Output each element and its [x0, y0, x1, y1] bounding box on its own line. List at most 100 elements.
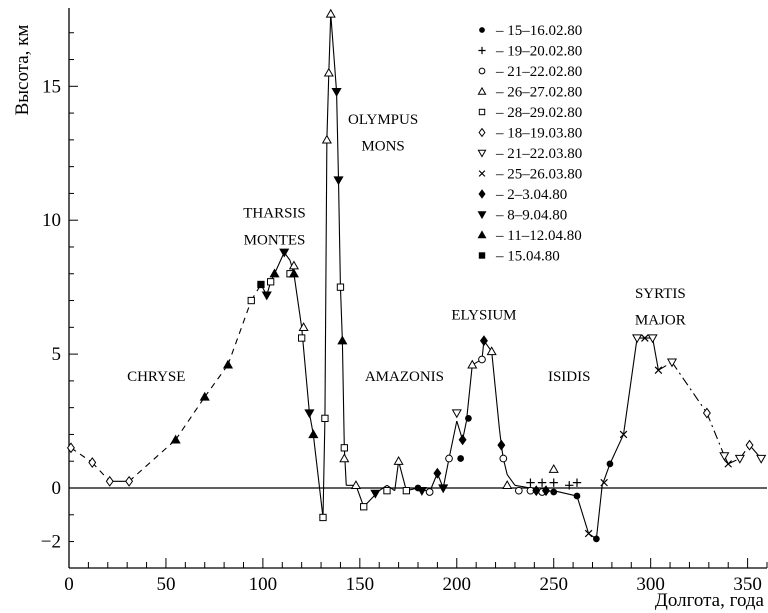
y-tick-label: −2: [41, 532, 61, 553]
marker-dot-filled: [457, 455, 465, 462]
marker-cross: [641, 334, 649, 342]
y-tick-label: 15: [42, 76, 61, 97]
marker-dot-filled: [465, 415, 472, 422]
marker-triangle-up-filled: [308, 429, 319, 439]
marker-circle-open: [499, 454, 508, 463]
legend-entry-label: – 19–20.02.80: [495, 44, 582, 60]
profile-line: [70, 13, 762, 540]
marker-triangle-up-filled: [222, 359, 234, 369]
marker-triangle-up-open: [486, 346, 497, 356]
marker-triangle-up-open: [477, 86, 487, 95]
marker-diamond-filled: [532, 485, 541, 497]
profile-segment: [553, 490, 578, 497]
legend-entry-label: – 15–16.02.80: [495, 23, 582, 39]
profile-segment: [609, 434, 625, 465]
marker-triangle-up-open: [393, 456, 404, 465]
region-label: ELYSIUM: [451, 307, 516, 323]
profile-segment: [595, 485, 603, 539]
profile-segment: [394, 461, 400, 491]
marker-diamond-filled: [541, 485, 550, 497]
data-markers: [66, 8, 767, 543]
marker-square-open: [319, 513, 327, 522]
marker-dot-filled: [606, 460, 614, 468]
marker-square-open: [340, 444, 348, 452]
marker-circle-open: [478, 355, 486, 364]
profile-segment: [274, 252, 285, 274]
marker-cross: [654, 366, 663, 374]
region-label: AMAZONIS: [365, 369, 444, 385]
marker-circle-open: [514, 486, 523, 495]
marker-triangle-down-filled: [304, 409, 315, 419]
marker-triangle-up-filled: [269, 268, 280, 278]
marker-diamond-open: [702, 407, 711, 419]
marker-triangle-up-filled: [170, 434, 181, 444]
profile-segment: [70, 447, 93, 464]
profile-segment: [442, 458, 450, 489]
marker-plus: [526, 478, 535, 487]
marker-diamond-filled: [433, 467, 442, 479]
profile-segment: [727, 458, 741, 465]
legend-entry-label: – 21–22.02.80: [495, 64, 582, 80]
marker-diamond-filled: [458, 434, 467, 446]
marker-triangle-up-open: [467, 359, 478, 369]
marker-cross: [724, 460, 733, 468]
legend-entry-label: – 18–19.03.80: [495, 126, 582, 142]
marker-triangle-down-open: [734, 454, 745, 464]
profile-segment: [328, 13, 332, 73]
marker-triangle-down-open: [451, 409, 462, 419]
marker-circle-open: [478, 67, 486, 75]
marker-square-filled: [257, 280, 265, 289]
marker-triangle-down-open: [666, 358, 678, 368]
marker-square-open: [298, 334, 306, 342]
profile-segment: [312, 434, 324, 518]
marker-diamond-open: [125, 475, 134, 487]
marker-diamond-open: [88, 457, 97, 469]
profile-segment: [337, 180, 341, 288]
profile-segment: [576, 495, 590, 534]
x-tick-label: 50: [156, 574, 175, 595]
marker-triangle-up-filled: [288, 268, 299, 278]
marker-diamond-filled: [479, 335, 488, 347]
region-label: ISIDIS: [548, 369, 591, 385]
profile-segment: [622, 337, 638, 435]
marker-triangle-up-filled: [199, 391, 210, 401]
marker-square-open: [321, 414, 329, 423]
marker-plus: [572, 478, 582, 487]
region-label: MONS: [361, 139, 404, 155]
profile-segment: [324, 139, 328, 419]
marker-triangle-down-open: [632, 334, 643, 344]
profile-segment: [398, 461, 407, 491]
marker-circle-open: [445, 454, 453, 463]
x-tick-label: 300: [636, 574, 665, 595]
marker-triangle-down-open: [477, 149, 487, 158]
marker-triangle-down-filled: [438, 484, 449, 494]
profile-segment: [671, 361, 708, 414]
y-tick-label: 10: [42, 210, 61, 231]
profile-segment: [378, 484, 388, 492]
legend-entry-label: – 25–26.03.80: [495, 167, 582, 183]
marker-triangle-up-open: [502, 480, 513, 489]
legend-entry-label: – 11–12.04.80: [495, 228, 582, 244]
profile-segment: [204, 364, 229, 398]
marker-triangle-down-open: [719, 452, 730, 462]
marker-triangle-up-open: [350, 480, 362, 489]
profile-segment: [652, 337, 659, 371]
profile-segment: [227, 300, 252, 365]
x-tick-label: 100: [249, 574, 278, 595]
marker-square-open: [247, 296, 255, 305]
region-labels: CHRYSE THARSIS MONTES OLYMPUS MONS AMAZONIS EL…: [127, 112, 686, 385]
marker-triangle-down-open: [756, 454, 767, 464]
legend-entry-label: – 8–9.04.80: [495, 208, 567, 224]
legend-entry-label: – 28–29.02.80: [495, 105, 582, 121]
marker-cross: [584, 529, 593, 538]
marker-triangle-down-filled: [333, 176, 344, 186]
profile-segment: [91, 462, 111, 482]
profile-segment: [175, 396, 206, 441]
profile-segment: [128, 439, 177, 482]
marker-triangle-up-open: [325, 8, 336, 18]
profile-segment: [706, 412, 725, 457]
region-label: SYRTIS: [635, 286, 686, 302]
marker-triangle-up-filled: [337, 335, 348, 345]
marker-triangle-down-filled: [416, 487, 427, 496]
marker-triangle-down-filled: [477, 211, 487, 220]
